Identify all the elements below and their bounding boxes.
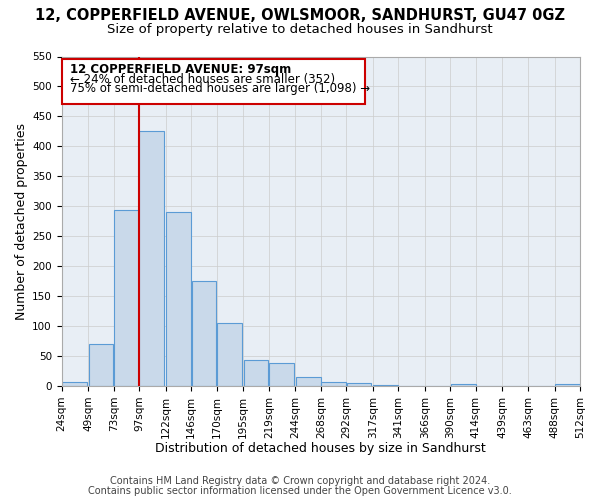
Bar <box>191 281 217 386</box>
FancyBboxPatch shape <box>62 60 365 104</box>
Bar <box>451 384 476 386</box>
Text: 12, COPPERFIELD AVENUE, OWLSMOOR, SANDHURST, GU47 0GZ: 12, COPPERFIELD AVENUE, OWLSMOOR, SANDHU… <box>35 8 565 22</box>
Bar <box>296 377 320 386</box>
Bar <box>62 382 87 386</box>
Text: Contains HM Land Registry data © Crown copyright and database right 2024.: Contains HM Land Registry data © Crown c… <box>110 476 490 486</box>
Text: 12 COPPERFIELD AVENUE: 97sqm: 12 COPPERFIELD AVENUE: 97sqm <box>70 63 292 76</box>
Bar <box>269 363 294 386</box>
Text: ← 24% of detached houses are smaller (352): ← 24% of detached houses are smaller (35… <box>70 72 335 86</box>
X-axis label: Distribution of detached houses by size in Sandhurst: Distribution of detached houses by size … <box>155 442 486 455</box>
Bar <box>347 383 371 386</box>
Bar <box>89 344 113 386</box>
Bar <box>114 210 139 386</box>
Bar <box>217 323 242 386</box>
Text: Contains public sector information licensed under the Open Government Licence v3: Contains public sector information licen… <box>88 486 512 496</box>
Text: Size of property relative to detached houses in Sandhurst: Size of property relative to detached ho… <box>107 22 493 36</box>
Bar <box>321 382 346 386</box>
Y-axis label: Number of detached properties: Number of detached properties <box>15 122 28 320</box>
Bar <box>139 132 164 386</box>
Bar <box>555 384 580 386</box>
Bar <box>166 212 191 386</box>
Bar <box>244 360 268 386</box>
Text: 75% of semi-detached houses are larger (1,098) →: 75% of semi-detached houses are larger (… <box>70 82 370 96</box>
